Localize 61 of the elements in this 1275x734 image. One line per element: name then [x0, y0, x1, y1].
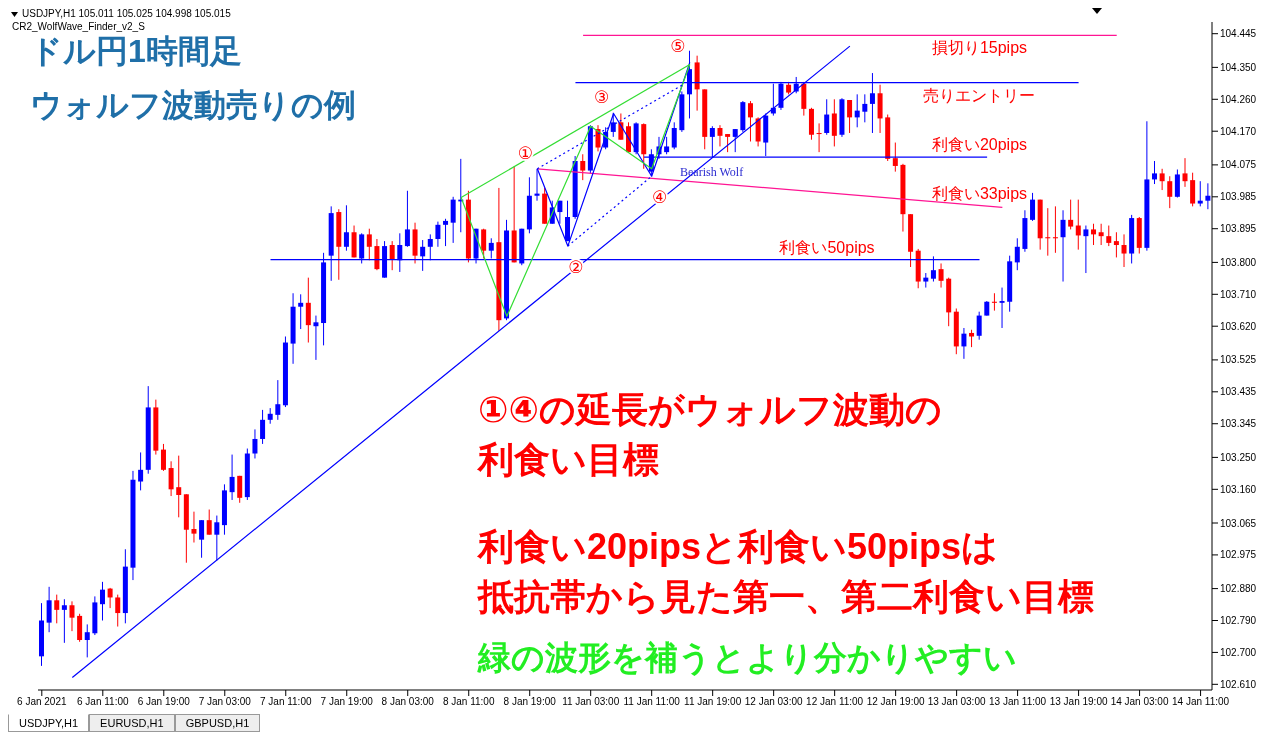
y-tick-label: 103.160: [1220, 483, 1257, 495]
x-tick-label: 11 Jan 03:00: [562, 696, 620, 708]
y-tick-label: 102.880: [1220, 583, 1257, 595]
y-tick-label: 104.075: [1220, 159, 1257, 171]
y-tick-label: 103.985: [1220, 191, 1257, 203]
y-tick-label: 103.345: [1220, 418, 1257, 430]
x-tick-label: 14 Jan 11:00: [1172, 696, 1230, 708]
x-tick-label: 13 Jan 19:00: [1049, 696, 1108, 708]
x-tick-label: 7 Jan 19:00: [320, 696, 374, 708]
x-tick-label: 7 Jan 11:00: [259, 696, 312, 708]
annotation: 利食い20pipsと利食い50pipsは: [478, 525, 999, 569]
annotation: ①④の延長がウォルフ波動の: [478, 388, 942, 432]
y-tick-label: 103.525: [1220, 354, 1257, 366]
y-tick-label: 103.065: [1220, 517, 1257, 529]
series-label: 利食い20pips: [931, 136, 1028, 154]
y-tick-label: 103.895: [1220, 223, 1257, 235]
x-tick-label: 6 Jan 11:00: [77, 696, 129, 708]
y-tick-label: 104.260: [1220, 93, 1257, 105]
x-tick-label: 7 Jan 03:00: [198, 696, 252, 708]
y-tick-label: 104.445: [1220, 28, 1257, 40]
y-tick-label: 103.710: [1220, 288, 1257, 300]
x-tick-label: 8 Jan 19:00: [503, 696, 557, 708]
x-tick-label: 12 Jan 03:00: [744, 696, 804, 708]
text: GBPUSD,H1: [174, 714, 261, 732]
x-tick-label: 6 Jan 19:00: [137, 696, 191, 708]
annotation: 利食い目標: [478, 438, 659, 482]
data-label: ⑤: [670, 36, 686, 57]
y-tick-label: 104.350: [1220, 61, 1257, 73]
y-tick-label: 102.790: [1220, 615, 1257, 627]
data-label: ①: [517, 142, 533, 163]
text: USDJPY,H1: [8, 714, 90, 732]
series-label: 売りエントリー: [923, 86, 1036, 104]
series-label: 利食い33pips: [931, 184, 1028, 202]
y-tick-label: 102.975: [1220, 549, 1257, 561]
y-tick-label: 102.700: [1220, 646, 1257, 658]
series-label: 損切り15pips: [931, 39, 1028, 57]
x-tick-label: 11 Jan 11:00: [623, 696, 681, 708]
x-tick-label: 13 Jan 03:00: [927, 696, 986, 708]
annotation: 抵抗帯から見た第一、第二利食い目標: [478, 575, 1094, 619]
annotation: 緑の波形を補うとより分かりやすい: [478, 638, 1017, 678]
text: EURUSD,H1: [89, 714, 175, 732]
chart-title: ドル円1時間足: [30, 33, 242, 69]
x-tick-label: 6 Jan 2021: [17, 696, 67, 708]
y-tick-label: 104.170: [1220, 125, 1257, 137]
x-tick-label: 8 Jan 03:00: [381, 696, 435, 708]
y-tick-label: 103.250: [1220, 451, 1257, 463]
y-tick-label: 103.620: [1220, 320, 1257, 332]
annotation: CR2_WolfWave_Finder_v2_S: [12, 21, 145, 32]
x-tick-label: 13 Jan 11:00: [989, 696, 1047, 708]
y-tick-label: 103.800: [1220, 256, 1257, 268]
y-tick-label: 103.435: [1220, 386, 1257, 398]
series-label: 利食い50pips: [779, 238, 875, 256]
text: USDJPY,H1 105.011 105.025 104.998 105.015: [22, 8, 231, 19]
y-tick-label: 102.610: [1220, 678, 1257, 690]
data-label: ③: [593, 87, 610, 108]
x-tick-label: 12 Jan 11:00: [806, 696, 864, 708]
x-tick-label: 11 Jan 19:00: [684, 696, 742, 708]
x-tick-label: 14 Jan 03:00: [1110, 696, 1169, 708]
x-tick-label: 12 Jan 19:00: [866, 696, 925, 708]
text: ウォルフ波動売りの例: [30, 86, 356, 125]
x-tick-label: 8 Jan 11:00: [442, 696, 495, 708]
